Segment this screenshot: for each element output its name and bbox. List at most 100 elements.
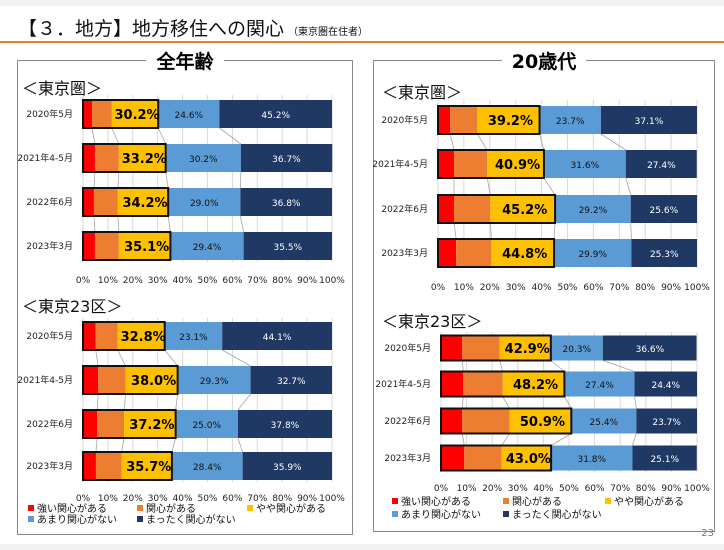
data-label: 25.4% bbox=[590, 418, 619, 428]
stacked-bar-chart: 0% 10% 20% 30% 40% 50% 60% 70% 80% 90% 100% 2020年5月… bbox=[17, 318, 345, 526]
x-tick-label: 80% bbox=[636, 484, 656, 494]
panel-title: 20歳代 bbox=[501, 51, 587, 73]
bar-segment bbox=[456, 239, 492, 267]
bar-segment bbox=[171, 452, 243, 480]
connector-line bbox=[600, 133, 626, 151]
x-tick-label: 40% bbox=[173, 494, 193, 504]
chart-title: ＜東京23区＞ bbox=[382, 312, 483, 331]
data-label: 30.2% bbox=[189, 155, 218, 165]
data-label: 25.6% bbox=[650, 206, 679, 216]
x-tick-label: 50% bbox=[197, 276, 217, 286]
page-subtitle: （東京圏在住者） bbox=[288, 27, 369, 38]
bar-segment bbox=[551, 445, 633, 471]
connector-line bbox=[501, 433, 510, 446]
interest-total-outline bbox=[82, 321, 166, 351]
category-label: 2022年6月 bbox=[26, 418, 73, 430]
bar-segment bbox=[95, 322, 118, 350]
category-label: 2021年4-5月 bbox=[17, 374, 73, 386]
bar-segment bbox=[509, 408, 572, 434]
title-text: 【３．地方】地方移住への関心 bbox=[18, 18, 285, 40]
connector-line bbox=[219, 127, 242, 145]
connector-line bbox=[117, 349, 126, 367]
legend-swatch bbox=[28, 516, 34, 522]
x-tick-label: 0% bbox=[431, 283, 446, 293]
interest-total-label: 35.1% bbox=[124, 240, 169, 255]
connector-line bbox=[123, 393, 126, 411]
stacked-bar-chart: 0% 10% 20% 30% 40% 50% 60% 70% 80% 90% 100% 2020年5月… bbox=[375, 332, 710, 521]
interest-total-outline bbox=[437, 238, 556, 268]
connector-line bbox=[95, 349, 99, 367]
bar-segment bbox=[94, 144, 119, 172]
data-label: 23.7% bbox=[556, 117, 585, 127]
data-label: 25.3% bbox=[650, 250, 679, 260]
bar-segment bbox=[490, 195, 556, 223]
interest-total-outline bbox=[82, 451, 173, 481]
category-label: 2021年4-5月 bbox=[17, 152, 73, 164]
bar-segment bbox=[83, 188, 94, 216]
x-tick-label: 40% bbox=[173, 276, 193, 286]
category-label: 2023年3月 bbox=[26, 460, 73, 472]
x-tick-label: 50% bbox=[557, 283, 577, 293]
legend-label: 強い関心がある bbox=[401, 495, 471, 508]
connector-line bbox=[632, 433, 637, 446]
legend-label: まったく関心がない bbox=[146, 513, 236, 526]
chart-title: ＜東京23区＞ bbox=[22, 297, 123, 316]
bar-segment bbox=[250, 366, 332, 394]
bar-segment bbox=[441, 445, 465, 471]
bar-segment bbox=[243, 232, 332, 260]
bar-segment bbox=[111, 100, 159, 128]
connector-line bbox=[477, 133, 488, 151]
connector-line bbox=[237, 437, 243, 453]
interest-total-label: 35.7% bbox=[126, 460, 171, 475]
x-tick-label: 60% bbox=[583, 283, 603, 293]
x-tick-label: 70% bbox=[247, 494, 267, 504]
x-tick-label: 90% bbox=[661, 484, 681, 494]
interest-total-label: 34.2% bbox=[122, 196, 167, 211]
x-tick-label: 30% bbox=[148, 276, 168, 286]
data-label: 32.7% bbox=[277, 377, 306, 387]
bar-segment bbox=[98, 366, 126, 394]
bar-segment bbox=[450, 106, 478, 134]
interest-total-outline bbox=[437, 149, 545, 179]
category-label: 2022年6月 bbox=[384, 415, 431, 427]
bar-segment bbox=[441, 408, 463, 434]
interest-total-outline bbox=[440, 444, 553, 472]
connector-line bbox=[175, 393, 179, 411]
bar-segment bbox=[168, 188, 241, 216]
connector-line bbox=[117, 215, 120, 233]
interest-total-label: 40.9% bbox=[495, 158, 540, 173]
bar-segment bbox=[170, 232, 244, 260]
category-label: 2020年5月 bbox=[384, 342, 431, 354]
stacked-bar-chart: 0% 10% 20% 30% 40% 50% 60% 70% 80% 90% 100% 2020年5月… bbox=[17, 95, 345, 286]
bar-segment bbox=[539, 106, 601, 134]
page-title: 【３．地方】地方移住への関心 （東京圏在住者） bbox=[18, 14, 368, 41]
bar-segment bbox=[462, 335, 500, 361]
bar-segment bbox=[464, 445, 502, 471]
bar-segment bbox=[219, 100, 332, 128]
connector-line bbox=[634, 396, 637, 409]
legend-swatch bbox=[503, 511, 509, 517]
connector-line bbox=[449, 133, 455, 151]
bar-segment bbox=[441, 335, 463, 361]
legend-label: やや関心がある bbox=[614, 495, 684, 508]
x-tick-label: 10% bbox=[454, 283, 474, 293]
interest-total-outline bbox=[437, 105, 541, 135]
bar-segment bbox=[499, 335, 551, 361]
interest-total-outline bbox=[82, 365, 179, 395]
panel-title-wrap: 20歳代 bbox=[374, 47, 714, 74]
x-tick-label: 80% bbox=[272, 494, 292, 504]
chart-title: ＜東京圏＞ bbox=[22, 79, 103, 98]
x-tick-label: 90% bbox=[297, 494, 317, 504]
data-label: 44.1% bbox=[263, 333, 292, 343]
connector-line bbox=[121, 437, 125, 453]
x-tick-label: 80% bbox=[635, 283, 655, 293]
bar-segment bbox=[625, 150, 697, 178]
x-tick-label: 70% bbox=[609, 283, 629, 293]
category-label: 2021年4-5月 bbox=[375, 378, 431, 390]
panel-all-ages: 全年齢 bbox=[17, 51, 353, 535]
legend-swatch bbox=[247, 505, 253, 511]
bar-segment bbox=[117, 188, 169, 216]
bar-segment bbox=[491, 239, 555, 267]
panel-title-wrap: 全年齢 bbox=[18, 47, 352, 74]
